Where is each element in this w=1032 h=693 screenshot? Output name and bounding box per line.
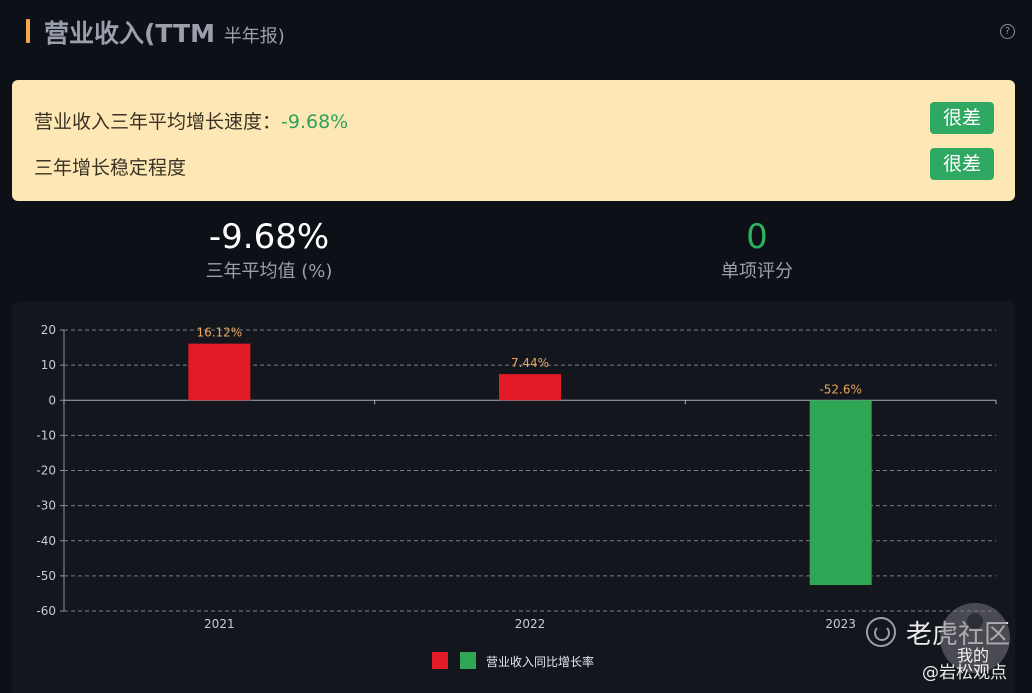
stability-badge: 很差 xyxy=(930,148,994,180)
y-tick-label: -30 xyxy=(36,499,56,513)
y-tick-label: 20 xyxy=(41,323,56,337)
y-tick-label: -10 xyxy=(36,428,56,442)
stability-row: 三年增长稳定程度 xyxy=(34,153,186,180)
title-period: 半年报 xyxy=(223,26,278,47)
average-value: -9.68% xyxy=(208,217,330,257)
title-accent-bar xyxy=(26,19,30,43)
average-metric: -9.68% 三年平均值 (%) xyxy=(169,217,369,285)
growth-speed-value: -9.68% xyxy=(281,111,349,133)
score-metric: 0 单项评分 xyxy=(657,217,857,285)
x-tick-label: 2021 xyxy=(204,617,235,631)
avatar-label[interactable]: 我的 xyxy=(957,646,990,665)
growth-speed-row: 营业收入三年平均增长速度：-9.68% xyxy=(34,107,348,134)
legend-swatch-positive[interactable] xyxy=(432,652,448,669)
bar-2021 xyxy=(188,343,251,401)
help-icon[interactable]: ? xyxy=(1000,24,1015,39)
legend-label[interactable]: 营业收入同比增长率 xyxy=(486,655,595,669)
avatar-button[interactable] xyxy=(940,603,1010,673)
growth-speed-label: 营业收入三年平均增长速度： xyxy=(34,111,282,133)
data-label: -52.6% xyxy=(819,382,861,396)
section-title: 营业收入(TTM 半年报) xyxy=(44,14,285,50)
stability-label: 三年增长稳定程度 xyxy=(34,157,187,179)
growth-speed-badge: 很差 xyxy=(930,102,994,134)
bar-2023 xyxy=(809,400,872,586)
y-tick-label: -60 xyxy=(36,604,56,618)
y-tick-label: -20 xyxy=(36,464,56,478)
legend-swatch-negative[interactable] xyxy=(460,652,476,669)
section-header: 营业收入(TTM 半年报) ? xyxy=(0,0,1032,64)
x-tick-label: 2023 xyxy=(825,617,856,631)
y-tick-label: -40 xyxy=(36,534,56,548)
y-tick-label: 10 xyxy=(41,358,56,372)
score-label: 单项评分 xyxy=(721,261,793,282)
average-label: 三年平均值 (%) xyxy=(205,261,333,282)
tiger-logo-icon xyxy=(866,617,896,647)
score-value: 0 xyxy=(746,217,768,257)
bar-2022 xyxy=(499,374,561,401)
user-icon xyxy=(967,613,983,629)
data-label: 7.44% xyxy=(511,356,549,370)
x-tick-label: 2022 xyxy=(515,617,546,631)
title-main: 营业收入(TTM xyxy=(44,19,215,48)
data-label: 16.12% xyxy=(196,326,242,340)
title-close: ) xyxy=(277,26,285,47)
y-tick-label: -50 xyxy=(36,569,56,583)
watermark-author: @岩松观点 xyxy=(922,663,1007,683)
summary-card: 营业收入三年平均增长速度：-9.68% 很差 三年增长稳定程度 很差 xyxy=(12,80,1015,201)
y-tick-label: 0 xyxy=(48,393,56,407)
